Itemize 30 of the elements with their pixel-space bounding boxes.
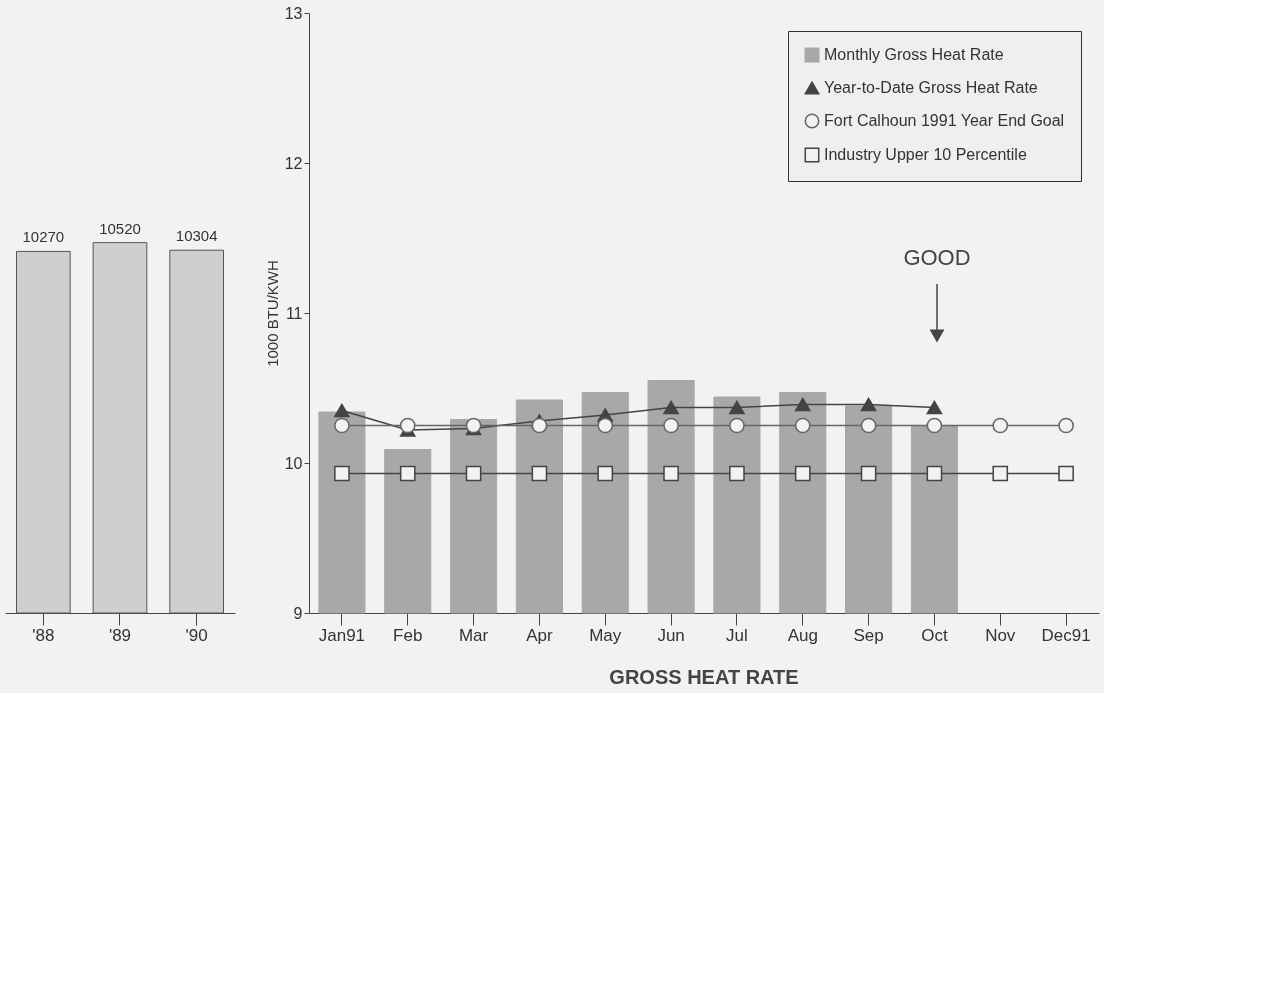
x-tick-label: Nov <box>985 625 1016 645</box>
x-tick-label: Jul <box>726 625 748 645</box>
text: GROSS HEAT RATE <box>609 666 799 688</box>
x-tick-label: '88 <box>32 625 55 645</box>
annotation: GOOD <box>903 245 971 270</box>
x-tick-label: Sep <box>853 625 884 645</box>
x-tick-label: Jun <box>657 625 685 645</box>
x-tick-label: Aug <box>787 625 818 645</box>
x-tick-label: Apr <box>526 625 553 645</box>
legend-label: Monthly Gross Heat Rate <box>824 46 1004 63</box>
data-label: 10520 <box>99 219 141 237</box>
x-tick-label: Dec91 <box>1041 625 1091 645</box>
x-tick-label: Oct <box>921 625 948 645</box>
x-tick-label: May <box>589 625 622 645</box>
legend-label: Fort Calhoun 1991 Year End Goal <box>824 112 1065 129</box>
x-tick-label: '89 <box>108 625 132 645</box>
legend-label: Year-to-Date Gross Heat Rate <box>824 79 1038 96</box>
x-tick-label: '90 <box>185 625 208 645</box>
x-tick-label: Mar <box>458 625 489 645</box>
y-axis-title: 1000 BTU/KWH <box>263 260 281 367</box>
legend-label: Industry Upper 10 Percentile <box>824 146 1027 163</box>
data-label: 10270 <box>22 228 65 246</box>
x-tick-label: Feb <box>393 625 423 645</box>
y-tick-label: 12 <box>284 154 303 172</box>
y-tick-label: 11 <box>285 304 303 322</box>
y-tick-label: 9 <box>293 604 303 622</box>
data-label: 10304 <box>175 227 218 245</box>
y-tick-label: 10 <box>284 454 303 472</box>
y-tick-label: 13 <box>284 4 303 22</box>
x-tick-label: Jan91 <box>318 625 366 645</box>
